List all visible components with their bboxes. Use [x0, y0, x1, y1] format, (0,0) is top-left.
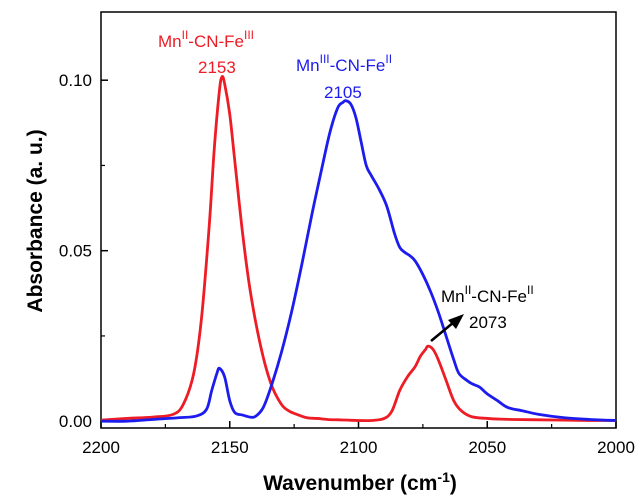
annotation-blue-formula: MnIII-CN-FeII — [296, 52, 392, 75]
y-tick-label: 0.05 — [59, 242, 92, 261]
x-tick-label: 2000 — [597, 438, 635, 457]
annotation-blue-value: 2105 — [324, 83, 362, 102]
x-axis-title-close: ) — [450, 472, 457, 495]
annotation-black-formula: MnII-CN-FeII — [441, 283, 534, 306]
annotation-red-formula: MnII-CN-FeIII — [158, 28, 254, 51]
series-line-red — [100, 75, 617, 423]
x-tick-label: 2200 — [82, 438, 120, 457]
x-axis-title-superscript: -1 — [437, 469, 450, 485]
series-line-blue — [100, 99, 617, 423]
x-tick-label: 2050 — [468, 438, 506, 457]
y-tick-label: 0.00 — [59, 412, 92, 431]
annotation-red-value: 2153 — [198, 58, 236, 77]
annotation-arrow — [430, 314, 464, 342]
x-axis-ticks: 2200 2150 2100 2050 2000 — [82, 421, 635, 457]
series-layer — [100, 75, 617, 423]
x-tick-label: 2100 — [340, 438, 378, 457]
y-tick-label: 0.10 — [59, 71, 92, 90]
x-axis-title: Wavenumber (cm-1) — [263, 469, 457, 495]
annotation-black-value: 2073 — [469, 313, 507, 332]
x-tick-label: 2150 — [211, 438, 249, 457]
y-axis-title: Absorbance (a. u.) — [24, 129, 47, 312]
